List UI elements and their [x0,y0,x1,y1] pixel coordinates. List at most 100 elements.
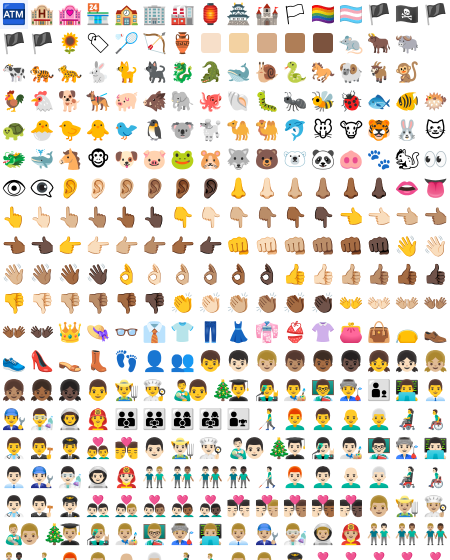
emoji-cell[interactable]: 👚 [310,320,336,345]
emoji-cell[interactable]: 👓 [113,320,139,345]
emoji-cell[interactable]: 🐍 [282,60,308,85]
emoji-cell[interactable]: 👨🏼‍🤝‍👨🏿 [0,549,28,560]
emoji-cell[interactable]: 🐶 [113,146,139,171]
emoji-cell[interactable]: 👇🏼 [226,204,252,229]
emoji-cell[interactable]: 🐧 [142,118,167,142]
emoji-cell[interactable]: 👑 [57,320,83,345]
emoji-cell[interactable]: 👨🏼‍🚀 [310,522,336,547]
emoji-cell[interactable]: 👆🏿 [142,204,167,229]
emoji-cell[interactable]: 👨🏼‍🔧 [254,522,280,547]
emoji-cell[interactable]: 👊🏼 [282,233,308,258]
emoji-cell[interactable]: 👨🏻 [142,435,167,460]
emoji-cell[interactable]: 👨🏼‍🦱 [84,549,112,560]
emoji-cell[interactable]: 👨🏻‍⚕️ [1,493,27,518]
emoji-cell[interactable]: 👌🏻 [142,262,167,287]
skin-tone-swatch[interactable] [225,29,253,58]
emoji-cell[interactable]: 👇🏾 [282,204,308,229]
emoji-cell[interactable]: 👨‍🌾 [113,378,139,403]
emoji-cell[interactable]: 👈🏼 [394,204,420,229]
emoji-cell[interactable]: 🐕‍🦺 [85,89,111,114]
emoji-cell[interactable]: 👊🏻 [254,233,280,258]
emoji-cell[interactable]: 👨🏼‍🎤 [85,522,111,547]
emoji-cell[interactable]: 👨🏼‍💻 [198,522,224,547]
emoji-cell[interactable]: 👏🏻 [198,291,224,316]
emoji-cell[interactable]: 🐛 [254,89,280,114]
emoji-cell[interactable]: 🐃 [394,31,420,56]
emoji-cell[interactable]: 👨🏻‍💻 [423,435,448,460]
emoji-cell[interactable]: 👦🏻 [226,349,252,374]
emoji-cell[interactable]: 👨🏼‍❤️‍👨🏽 [365,549,393,560]
emoji-cell[interactable]: 👏🏼 [226,291,252,316]
emoji-cell[interactable]: 👈🏾 [1,233,27,258]
emoji-cell[interactable]: 👌🏼 [170,262,196,287]
emoji-cell[interactable]: 👈🏻 [366,204,392,229]
emoji-cell[interactable]: 👂🏾 [170,175,196,200]
emoji-cell[interactable]: 👍🏼 [338,262,364,287]
emoji-cell[interactable]: 🏰 [254,2,280,27]
emoji-cell[interactable]: 👐🏻 [366,291,392,316]
emoji-cell[interactable]: 🏴 [29,31,55,56]
emoji-cell[interactable]: 👐🏾 [1,320,27,345]
emoji-cell[interactable]: 👨🏻‍🍳 [198,435,224,460]
emoji-cell[interactable]: 🐵 [86,146,110,171]
emoji-cell[interactable]: 👨🏻‍🔧 [29,464,55,489]
emoji-cell[interactable]: 🐌 [254,60,280,85]
emoji-cell[interactable]: 🏴‍☠️ [394,2,420,27]
emoji-cell[interactable]: 👈 [338,204,364,229]
emoji-cell[interactable]: 👨‍🦽 [423,406,448,431]
emoji-cell[interactable]: 🐄 [1,60,27,85]
emoji-cell[interactable]: 👟 [1,349,27,374]
emoji-cell[interactable]: 👨🏻‍🎓 [282,435,308,460]
emoji-cell[interactable]: 👨🏻‍🎄 [241,435,292,460]
emoji-cell[interactable]: 🐆 [57,60,83,85]
emoji-cell[interactable]: 👨🏻‍🚀 [85,464,111,489]
emoji-cell[interactable]: 🏹 [142,31,167,56]
emoji-cell[interactable]: 👨‍💼 [423,378,448,403]
emoji-cell[interactable]: 🐒 [394,60,420,85]
emoji-cell[interactable]: 👁 [1,175,27,200]
emoji-cell[interactable]: 👨🏻‍🦯 [254,464,280,489]
emoji-cell[interactable]: 🐞 [338,89,364,114]
emoji-cell[interactable]: 🐚 [226,89,252,114]
emoji-cell[interactable]: 🐝 [310,89,336,114]
emoji-cell[interactable]: 👛 [338,320,364,345]
emoji-cell[interactable]: 👨‍🎄 [185,378,236,403]
emoji-cell[interactable]: 🐩 [198,118,224,142]
emoji-cell[interactable]: 👉🏽 [142,233,167,258]
emoji-cell[interactable]: 👨🏻‍❤️‍👨🏽 [142,493,167,518]
emoji-cell[interactable]: 👨🏼‍⚖️ [253,549,281,560]
emoji-cell[interactable]: 👨🏼‍🏫 [142,522,167,547]
emoji-cell[interactable]: 🐭 [312,118,334,142]
emoji-cell[interactable]: 👨🏻‍❤️‍👨🏻 [85,493,111,518]
emoji-cell[interactable]: 👋🏿 [85,262,111,287]
emoji-cell[interactable]: 👨‍🍳 [142,378,167,403]
emoji-cell[interactable]: 👉 [57,233,83,258]
emoji-cell[interactable]: 🐨 [170,118,196,142]
emoji-cell[interactable]: 👡 [57,349,83,374]
emoji-cell[interactable]: 👨‍🎓 [226,378,252,403]
emoji-cell[interactable]: 👅 [423,175,448,200]
emoji-cell[interactable]: 🐿 [394,146,421,171]
emoji-cell[interactable]: 👃🏼 [282,175,308,200]
emoji-cell[interactable]: 👨🏼‍✈️ [281,549,309,560]
emoji-cell[interactable]: 🐊 [198,60,224,85]
emoji-cell[interactable]: 🐮 [339,118,363,142]
emoji-cell[interactable]: 👎🏾 [113,291,139,316]
emoji-cell[interactable]: 👨🏻‍🦳 [366,464,392,489]
emoji-cell[interactable]: 🐅 [29,60,55,85]
emoji-cell[interactable]: 👎🏿 [142,291,167,316]
emoji-cell[interactable]: 👨🏼‍🤝‍👨🏾 [423,522,448,547]
emoji-cell[interactable]: 🐬 [282,118,308,142]
emoji-cell[interactable]: 👎🏻 [29,291,55,316]
emoji-cell[interactable]: 🐤 [57,118,83,142]
emoji-cell[interactable]: 👨🏼‍❤️‍👨🏼 [337,549,365,560]
emoji-cell[interactable]: 👇🏻 [198,204,224,229]
emoji-cell[interactable]: 👨🏻‍❤️‍💋‍👨🏾 [310,493,336,518]
emoji-cell[interactable]: 👏🏽 [254,291,280,316]
emoji-cell[interactable]: 👌🏽 [198,262,224,287]
emoji-cell[interactable]: 👨‍💻 [394,378,420,403]
emoji-cell[interactable]: 👃🏽 [310,175,336,200]
emoji-cell[interactable]: 👨🏼‍💼 [226,522,252,547]
emoji-cell[interactable]: 🐙 [198,89,224,114]
emoji-cell[interactable]: 🏭 [170,2,196,27]
